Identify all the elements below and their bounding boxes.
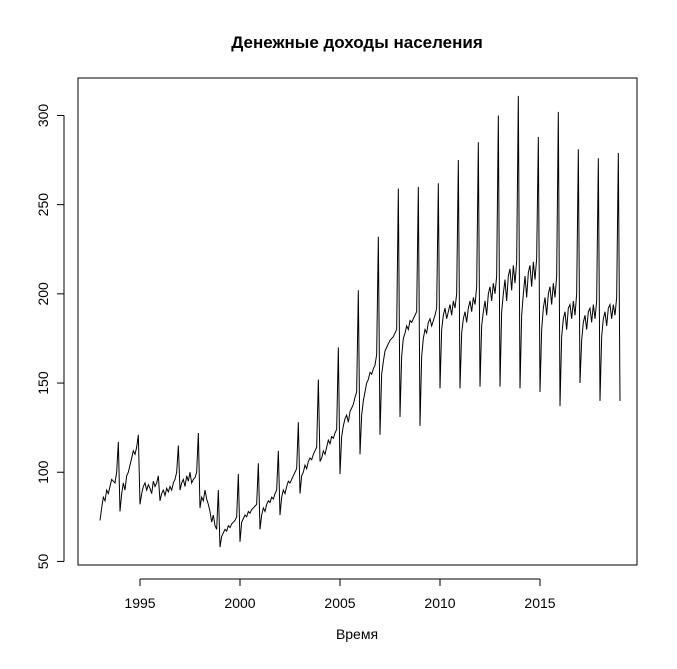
plot-box	[77, 77, 638, 566]
x-tick-label: 2005	[324, 595, 355, 611]
y-tick-label: 150	[35, 371, 51, 395]
x-tick-label: 2000	[224, 595, 255, 611]
x-axis: 1995 2000 2005 2010 2015	[124, 578, 556, 611]
y-tick-label: 50	[35, 553, 51, 569]
y-tick-label: 200	[35, 282, 51, 306]
y-tick-label: 300	[35, 104, 51, 128]
series-line	[99, 95, 621, 548]
x-tick-label: 2010	[424, 595, 455, 611]
y-axis: 50 100 150 200 250 300	[35, 104, 65, 569]
x-axis-label: Время	[336, 626, 378, 642]
y-tick-label: 250	[35, 193, 51, 217]
x-tick-label: 2015	[524, 595, 555, 611]
y-tick-label: 100	[35, 460, 51, 484]
chart-title: Денежные доходы населения	[231, 33, 483, 52]
x-tick-label: 1995	[124, 595, 155, 611]
